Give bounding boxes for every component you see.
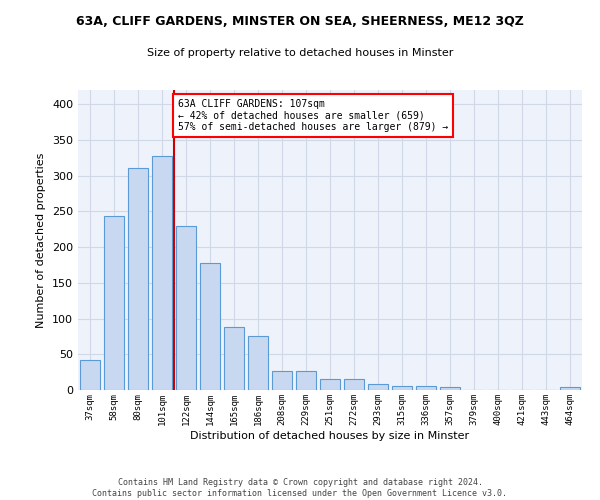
Bar	[392, 386, 412, 390]
Bar	[560, 387, 580, 390]
Bar	[128, 168, 148, 390]
Text: 63A, CLIFF GARDENS, MINSTER ON SEA, SHEERNESS, ME12 3QZ: 63A, CLIFF GARDENS, MINSTER ON SEA, SHEE…	[76, 15, 524, 28]
Text: 63A CLIFF GARDENS: 107sqm
← 42% of detached houses are smaller (659)
57% of semi: 63A CLIFF GARDENS: 107sqm ← 42% of detac…	[178, 98, 448, 132]
Bar	[320, 378, 340, 390]
Bar	[296, 372, 316, 390]
Text: Size of property relative to detached houses in Minster: Size of property relative to detached ho…	[147, 48, 453, 58]
Y-axis label: Number of detached properties: Number of detached properties	[37, 152, 46, 328]
Bar	[224, 327, 244, 390]
Bar	[152, 156, 172, 390]
Bar	[368, 384, 388, 390]
Bar	[440, 387, 460, 390]
Bar	[248, 336, 268, 390]
Bar	[104, 216, 124, 390]
X-axis label: Distribution of detached houses by size in Minster: Distribution of detached houses by size …	[190, 430, 470, 440]
Bar	[176, 226, 196, 390]
Bar	[80, 360, 100, 390]
Text: Contains HM Land Registry data © Crown copyright and database right 2024.
Contai: Contains HM Land Registry data © Crown c…	[92, 478, 508, 498]
Bar	[272, 372, 292, 390]
Bar	[200, 263, 220, 390]
Bar	[416, 386, 436, 390]
Bar	[344, 378, 364, 390]
